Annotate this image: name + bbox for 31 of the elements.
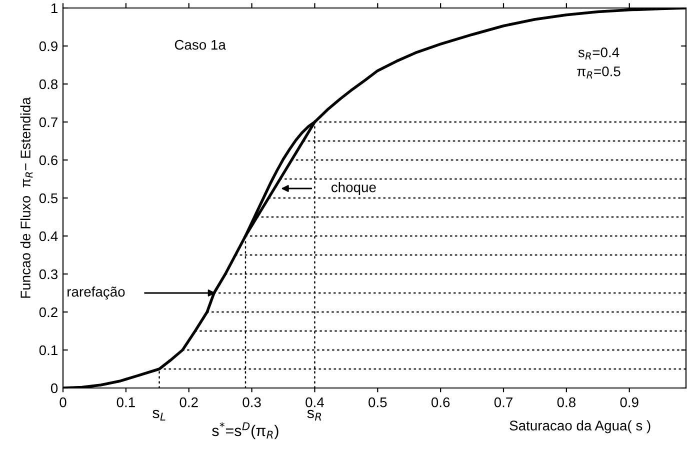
annotation: rarefação: [68, 286, 125, 300]
y-tick-label: 0.6: [39, 155, 58, 166]
y-tick-label: 0.4: [39, 231, 58, 242]
y-tick-label: 0.7: [39, 117, 58, 128]
x-tick-label: 0.6: [431, 397, 450, 408]
x-tick-label: 0.5: [368, 397, 387, 408]
y-tick-label: 0.2: [39, 307, 58, 318]
y-tick-label: 0.8: [39, 79, 58, 90]
annotation: π$_{R}$=0.5: [577, 66, 620, 78]
x-tick-label: 0.3: [242, 397, 261, 408]
y-axis-title: Funcao de Fluxo π$_{R}$− Estendida: [20, 97, 33, 298]
y-tick-label: 0: [50, 383, 58, 394]
y-tick-label: 0.9: [39, 41, 58, 52]
x-tick-label: 0.2: [180, 397, 198, 408]
y-tick-label: 1: [51, 3, 58, 14]
x-tick-label: 0.4: [306, 397, 324, 408]
annotation: s$_{L}$: [152, 410, 166, 421]
x-axis-title: Saturacao da Agua( s ): [510, 420, 650, 434]
annotation: s$_{R}$=0.4: [578, 47, 620, 60]
annotation: choque: [331, 182, 376, 195]
annotation: s$^{*}$=s$^{D}$(π$_{R}$): [212, 422, 278, 440]
y-tick-label: 0.3: [39, 269, 58, 280]
y-tick-label: 0.1: [39, 345, 58, 356]
x-tick-label: 0.7: [494, 397, 512, 408]
annotation: Caso 1a: [174, 40, 226, 50]
x-tick-label: 0.9: [620, 397, 638, 408]
x-tick-label: 0.8: [557, 397, 576, 408]
x-tick-label: 0.1: [116, 397, 135, 408]
annotation: s$_{R}$: [307, 410, 322, 421]
x-tick-label: 0: [60, 397, 66, 408]
y-tick-label: 0.5: [39, 193, 58, 204]
